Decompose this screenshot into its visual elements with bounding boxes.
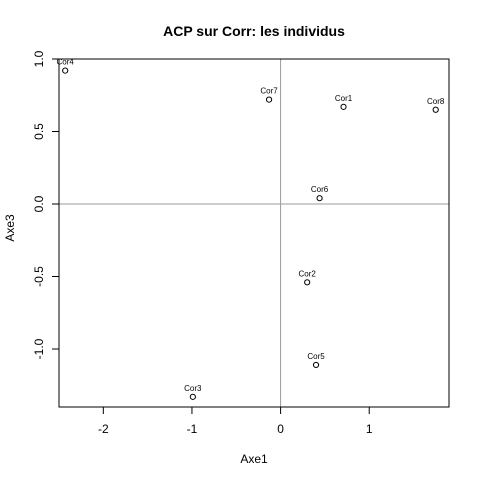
x-axis-title: Axe1 — [240, 452, 268, 466]
x-axis: -2 -1 0 1 — [98, 406, 373, 436]
data-point — [312, 361, 320, 369]
x-tick-label: -1 — [187, 422, 198, 436]
x-tick-label: -2 — [98, 422, 109, 436]
y-axis: -1.0 -0.5 0.0 0.5 1.0 — [32, 50, 60, 359]
data-point — [316, 195, 323, 202]
y-axis-title: Axe3 — [3, 214, 17, 242]
point-label: Cor7 — [260, 87, 278, 96]
x-tick-label: 1 — [366, 422, 373, 436]
y-tick-label: -0.5 — [32, 266, 46, 287]
reference-lines — [59, 59, 449, 407]
point-label: Cor4 — [57, 58, 75, 67]
data-point — [265, 96, 273, 103]
data-point — [189, 393, 196, 400]
data-point — [432, 106, 439, 113]
plot-frame — [58, 58, 450, 408]
data-point — [62, 67, 69, 74]
point-label: Cor3 — [184, 384, 202, 393]
data-points: Cor1 Cor2 Cor3 Cor4 Cor5 Cor6 Cor7 Cor8 — [57, 58, 445, 400]
point-label: Cor5 — [307, 352, 325, 361]
point-label: Cor8 — [427, 97, 445, 106]
y-tick-label: 0.5 — [32, 123, 46, 140]
point-label: Cor1 — [335, 94, 353, 103]
y-tick-label: 0.0 — [32, 195, 46, 212]
point-label: Cor6 — [311, 185, 329, 194]
y-tick-label: -1.0 — [32, 338, 46, 359]
point-label: Cor2 — [299, 269, 317, 278]
y-tick-label: 1.0 — [32, 50, 46, 67]
data-point — [304, 279, 311, 286]
chart-title: ACP sur Corr: les individus — [163, 23, 345, 39]
x-tick-label: 0 — [277, 422, 284, 436]
data-point — [340, 103, 347, 110]
